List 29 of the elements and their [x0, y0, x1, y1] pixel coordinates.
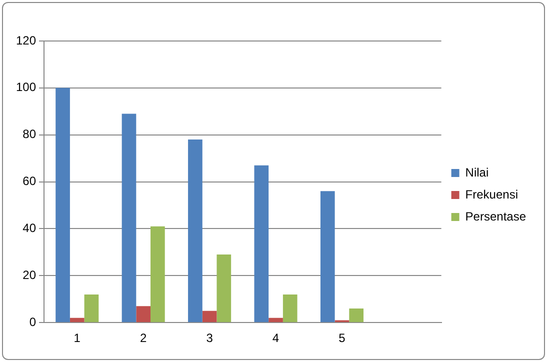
x-tick-label: 2	[140, 331, 147, 346]
legend-label: Frekuensi	[465, 187, 518, 202]
y-tick-label: 0	[29, 314, 36, 329]
bar	[150, 226, 165, 322]
bar	[268, 318, 283, 322]
y-tick-label: 20	[22, 268, 36, 282]
legend-label: Persentase	[465, 209, 526, 224]
bar	[122, 114, 136, 322]
bar	[216, 254, 232, 322]
legend-label: Nilai	[465, 165, 489, 180]
x-tick-label: 4	[272, 331, 280, 346]
y-tick-label: 40	[22, 221, 36, 236]
bar	[202, 310, 217, 322]
bar	[136, 306, 151, 322]
y-tick-label: 100	[16, 80, 36, 94]
bar	[282, 294, 298, 322]
bar	[56, 88, 70, 322]
bar	[349, 308, 364, 322]
bar	[254, 165, 269, 322]
bar	[70, 318, 84, 322]
bar	[84, 294, 99, 322]
x-tick-label: 1	[74, 331, 81, 346]
y-tick-label: 120	[16, 33, 36, 48]
bar	[188, 140, 202, 322]
y-tick-label: 60	[22, 174, 36, 188]
x-tick-label: 3	[206, 331, 214, 346]
x-tick-label: 5	[338, 331, 346, 346]
y-tick-label: 80	[22, 127, 36, 142]
bar	[320, 191, 335, 322]
